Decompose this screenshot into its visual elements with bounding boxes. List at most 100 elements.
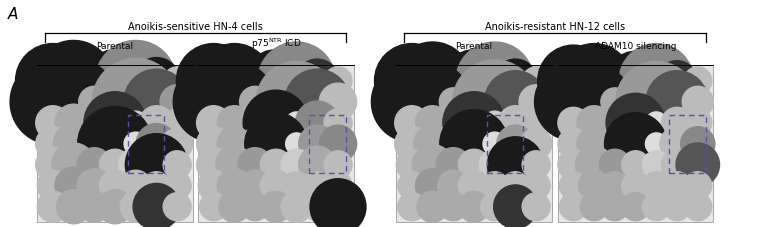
Circle shape [125, 134, 187, 196]
Bar [37, 66, 193, 222]
Circle shape [395, 106, 429, 140]
Circle shape [283, 172, 311, 200]
Circle shape [493, 60, 537, 103]
Circle shape [319, 84, 357, 121]
Circle shape [521, 129, 552, 160]
Circle shape [198, 170, 229, 201]
Circle shape [298, 126, 336, 163]
Circle shape [120, 170, 152, 201]
Circle shape [682, 87, 713, 118]
Circle shape [55, 167, 92, 205]
Circle shape [619, 44, 694, 119]
Circle shape [36, 106, 70, 140]
Circle shape [197, 148, 231, 182]
Circle shape [487, 137, 543, 193]
Circle shape [443, 92, 505, 154]
Circle shape [281, 150, 312, 180]
Circle shape [78, 87, 110, 118]
Circle shape [57, 190, 91, 224]
Circle shape [458, 150, 490, 180]
Circle shape [119, 148, 153, 182]
Circle shape [194, 62, 275, 143]
Circle shape [243, 91, 308, 156]
Circle shape [284, 70, 350, 135]
Circle shape [52, 143, 96, 187]
Text: Parental: Parental [455, 42, 493, 51]
Circle shape [238, 148, 272, 182]
Circle shape [218, 127, 252, 161]
Circle shape [55, 105, 92, 142]
Circle shape [440, 110, 508, 178]
Circle shape [557, 65, 632, 140]
Circle shape [606, 94, 665, 153]
Circle shape [660, 127, 694, 161]
Circle shape [559, 172, 587, 200]
Circle shape [78, 107, 152, 181]
Bar [558, 66, 713, 222]
Circle shape [606, 52, 665, 111]
Circle shape [522, 109, 550, 137]
Bar [198, 66, 354, 222]
Circle shape [84, 51, 146, 112]
Circle shape [219, 191, 250, 222]
Circle shape [260, 170, 291, 201]
Circle shape [262, 89, 290, 116]
Circle shape [439, 193, 467, 221]
Circle shape [605, 113, 667, 175]
Circle shape [84, 92, 146, 154]
Circle shape [484, 72, 546, 133]
Circle shape [133, 184, 179, 227]
Circle shape [394, 64, 472, 141]
Circle shape [481, 193, 509, 221]
Circle shape [414, 126, 451, 163]
Circle shape [460, 89, 488, 116]
Circle shape [439, 89, 467, 116]
Circle shape [324, 172, 352, 200]
Circle shape [281, 191, 312, 222]
Circle shape [173, 62, 254, 143]
Circle shape [398, 172, 426, 200]
Circle shape [413, 145, 453, 185]
Circle shape [599, 150, 630, 180]
Circle shape [162, 129, 193, 160]
Circle shape [437, 129, 469, 160]
Text: ADAM10 silencing: ADAM10 silencing [595, 42, 676, 51]
Circle shape [601, 109, 629, 137]
Circle shape [643, 151, 671, 179]
Circle shape [319, 126, 357, 163]
Circle shape [200, 193, 228, 221]
Circle shape [559, 193, 587, 221]
Circle shape [396, 150, 427, 180]
Circle shape [101, 89, 129, 116]
Circle shape [197, 127, 231, 161]
Circle shape [37, 170, 68, 201]
Bar [128, 115, 164, 173]
Circle shape [36, 148, 70, 182]
Circle shape [136, 124, 176, 164]
Circle shape [286, 133, 308, 155]
Bar [487, 115, 523, 173]
Circle shape [96, 41, 176, 122]
Circle shape [77, 169, 111, 203]
Circle shape [558, 150, 589, 180]
Circle shape [37, 191, 68, 222]
Circle shape [310, 179, 366, 227]
Circle shape [657, 61, 697, 102]
Circle shape [77, 148, 111, 182]
Circle shape [30, 59, 117, 146]
Circle shape [78, 129, 110, 160]
Text: Parental: Parental [96, 42, 134, 51]
Circle shape [176, 44, 251, 119]
Circle shape [481, 172, 509, 200]
Circle shape [557, 44, 632, 119]
Circle shape [601, 130, 629, 158]
Circle shape [163, 193, 191, 221]
Circle shape [124, 112, 148, 135]
Circle shape [663, 193, 691, 221]
Circle shape [295, 60, 339, 103]
Circle shape [124, 133, 148, 156]
Circle shape [160, 85, 194, 119]
Circle shape [163, 109, 191, 137]
Circle shape [577, 106, 611, 140]
Circle shape [437, 108, 469, 139]
